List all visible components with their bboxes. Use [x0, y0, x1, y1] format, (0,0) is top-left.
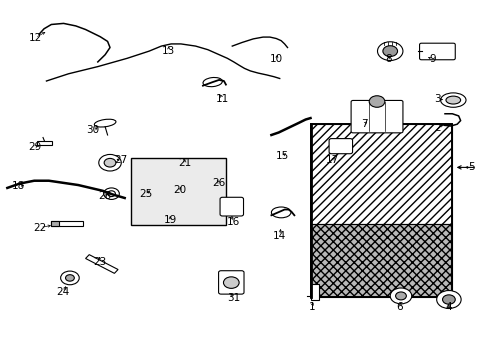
Text: 26: 26 — [212, 178, 225, 188]
Text: 19: 19 — [163, 215, 177, 225]
Text: 22: 22 — [33, 222, 47, 233]
Text: 31: 31 — [226, 293, 240, 303]
Text: 30: 30 — [86, 125, 99, 135]
Circle shape — [436, 291, 460, 309]
Text: 3: 3 — [433, 94, 440, 104]
Circle shape — [99, 154, 121, 171]
Circle shape — [223, 277, 239, 288]
Circle shape — [107, 191, 115, 197]
Text: 1: 1 — [308, 302, 315, 312]
Text: 27: 27 — [114, 155, 128, 165]
Circle shape — [377, 42, 402, 60]
Text: 20: 20 — [173, 185, 186, 195]
FancyBboxPatch shape — [328, 139, 352, 154]
Bar — [310, 284, 318, 300]
FancyBboxPatch shape — [419, 43, 454, 60]
Ellipse shape — [94, 119, 116, 127]
Text: 29: 29 — [28, 142, 42, 152]
Ellipse shape — [271, 207, 290, 218]
FancyBboxPatch shape — [220, 197, 243, 216]
Bar — [310, 124, 451, 297]
Text: 21: 21 — [178, 158, 191, 168]
Text: 24: 24 — [56, 287, 69, 297]
Circle shape — [395, 292, 406, 300]
Bar — [51, 221, 83, 226]
Text: 12: 12 — [28, 33, 42, 43]
Bar — [51, 221, 59, 226]
Text: 13: 13 — [162, 46, 175, 56]
Text: 11: 11 — [215, 94, 229, 104]
Text: 5: 5 — [468, 162, 474, 172]
FancyBboxPatch shape — [218, 271, 244, 294]
Text: 4: 4 — [445, 302, 451, 312]
Circle shape — [382, 46, 397, 57]
Text: 8: 8 — [385, 54, 391, 64]
Text: 15: 15 — [275, 150, 289, 161]
Circle shape — [61, 271, 79, 285]
Circle shape — [65, 275, 74, 281]
Text: 7: 7 — [360, 119, 367, 129]
Bar — [310, 124, 451, 224]
Bar — [85, 255, 118, 273]
FancyBboxPatch shape — [350, 100, 402, 133]
Ellipse shape — [445, 96, 460, 104]
Bar — [131, 158, 226, 225]
Text: 2: 2 — [433, 123, 440, 133]
Circle shape — [389, 288, 411, 304]
Ellipse shape — [440, 93, 465, 107]
Text: 28: 28 — [98, 191, 112, 201]
Bar — [310, 224, 451, 297]
Text: 9: 9 — [428, 54, 435, 64]
Circle shape — [103, 188, 119, 199]
Text: 6: 6 — [396, 302, 403, 312]
Text: 16: 16 — [226, 217, 240, 228]
Text: 25: 25 — [139, 189, 152, 199]
Bar — [37, 141, 52, 145]
Ellipse shape — [203, 77, 222, 87]
Circle shape — [442, 295, 454, 304]
Text: 23: 23 — [93, 257, 107, 267]
Text: 18: 18 — [12, 181, 25, 192]
Circle shape — [368, 96, 384, 107]
Circle shape — [104, 158, 116, 167]
Text: 17: 17 — [325, 155, 339, 165]
Text: 14: 14 — [272, 231, 286, 241]
Text: 10: 10 — [269, 54, 282, 64]
